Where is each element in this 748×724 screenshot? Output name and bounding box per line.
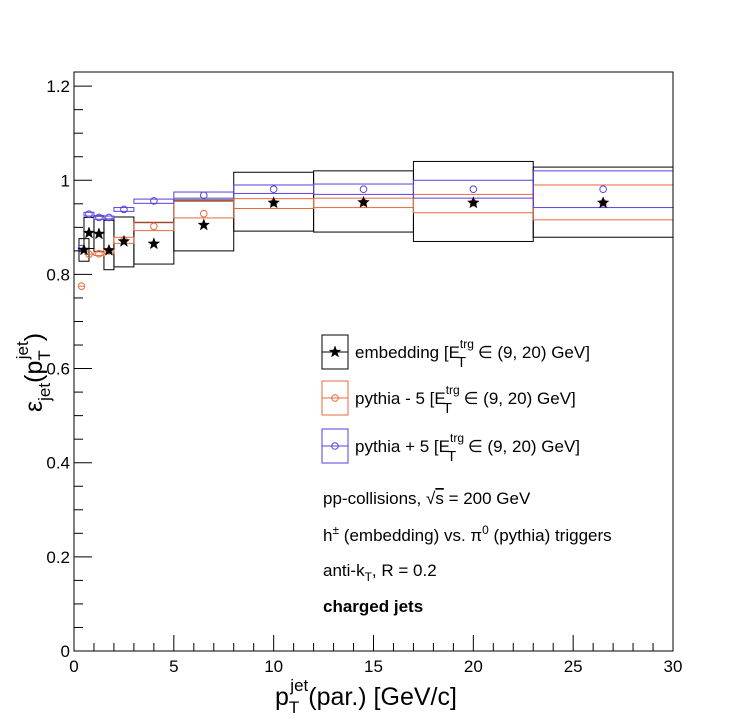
legend-marker: [331, 394, 339, 402]
legend-label: pythia - 5 [Etrg T ∈ (9, 20) GeV]: [355, 383, 576, 417]
embedding-point: [596, 196, 610, 209]
x-tick-label: 0: [69, 657, 78, 676]
y-tick-label: 0.6: [46, 360, 70, 379]
embedding-point: [357, 195, 370, 208]
x-tick-label: 10: [264, 657, 283, 676]
y-tick-label: 0.2: [46, 548, 70, 567]
annotations: pp-collisions, √s = 200 GeV h± (embedding…: [323, 489, 612, 616]
legend-label: pythia + 5 [Etrg T ∈ (9, 20) GeV]: [355, 431, 580, 465]
pythia-minus-5-point: [77, 282, 86, 290]
y-tick-label: 1: [61, 171, 70, 190]
data-markers: [77, 185, 610, 290]
embedding-point: [147, 237, 161, 250]
pythia-plus-5-point: [105, 213, 113, 222]
legend-entry-pythia-plus-5: pythia + 5 [Etrg T ∈ (9, 20) GeV]: [321, 428, 580, 465]
pythia-plus-5-point: [599, 185, 607, 194]
x-tick-label: 25: [564, 657, 583, 676]
pythia-minus-5-point: [85, 250, 93, 258]
y-axis-title: εjet(pTjet): [13, 333, 54, 412]
x-tick-label: 30: [664, 657, 683, 676]
legend-marker: [331, 442, 339, 450]
embedding-point: [117, 234, 131, 247]
y-tick-label: 1.2: [46, 77, 70, 96]
embedding-point: [82, 226, 96, 239]
pythia-minus-5-point: [150, 222, 158, 231]
pythia-minus-5-sys-box: [133, 221, 175, 232]
pythia-plus-5-point: [95, 213, 103, 222]
pythia-plus-5-sys-box: [133, 198, 175, 204]
pythia-plus-5-point: [199, 191, 208, 200]
pythia-plus-5-point: [150, 197, 158, 205]
pythia-minus-5-point: [95, 249, 103, 258]
x-axis-tick-labels: 0 5 10 15 20 25 30: [69, 657, 682, 676]
x-tick-label: 15: [364, 657, 383, 676]
pythia-minus-5-sys-box: [173, 200, 235, 219]
x-tick-label: 20: [464, 657, 483, 676]
embedding-point: [197, 218, 211, 231]
x-axis-ticks: [73, 635, 674, 651]
embedding-point: [267, 196, 281, 209]
y-tick-label: 0.8: [46, 265, 70, 284]
legend-entry-pythia-minus-5: pythia - 5 [Etrg T ∈ (9, 20) GeV]: [321, 380, 576, 417]
legend: embedding [Etrg T ∈ (9, 20) GeV] pythia - …: [321, 334, 590, 465]
pythia-plus-5-point: [269, 185, 278, 194]
embedding-point: [92, 227, 106, 240]
y-tick-label: 0.4: [46, 454, 70, 473]
pythia-plus-5-sys-box: [83, 211, 95, 217]
pythia-plus-5-point: [359, 185, 368, 194]
embedding-point: [102, 243, 116, 256]
annotation-jet-type: charged jets: [323, 597, 423, 616]
embedding-point: [77, 243, 91, 256]
x-tick-label: 5: [169, 657, 178, 676]
pythia-plus-5-sys-box: [113, 207, 135, 212]
pythia-plus-5-point: [85, 210, 93, 218]
systematic-boxes: [78, 160, 674, 287]
pythia-plus-5-point: [120, 205, 128, 214]
legend-marker: [328, 345, 342, 358]
legend-entry-embedding: embedding [Etrg T ∈ (9, 20) GeV]: [321, 334, 590, 371]
y-axis-ticks: [74, 85, 92, 652]
pythia-plus-5-point: [469, 185, 478, 194]
y-axis-tick-labels: 0 0.2 0.4 0.6 0.8 1 1.2: [46, 77, 70, 661]
x-axis-title: pTjet(par.) [GeV/c]: [275, 676, 457, 717]
legend-label: embedding [Etrg T ∈ (9, 20) GeV]: [355, 337, 590, 371]
annotation-collisions: pp-collisions, √s = 200 GeV: [323, 489, 531, 508]
pythia-plus-5-sys-box: [103, 215, 115, 220]
y-tick-label: 0: [61, 642, 70, 661]
pythia-minus-5-point: [199, 209, 208, 218]
embedding-point: [466, 196, 480, 209]
annotation-algorithm: anti-kT, R = 0.2: [323, 561, 437, 584]
annotation-triggers: h± (embedding) vs. π0 (pythia) triggers: [323, 523, 612, 545]
